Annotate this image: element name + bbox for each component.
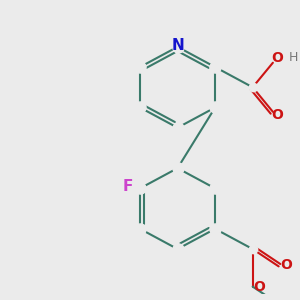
- Text: O: O: [253, 280, 265, 294]
- Text: N: N: [171, 38, 184, 53]
- Text: O: O: [280, 258, 292, 272]
- Text: O: O: [271, 108, 283, 122]
- Text: F: F: [123, 178, 133, 194]
- Text: O: O: [271, 51, 283, 65]
- Text: H: H: [289, 51, 298, 64]
